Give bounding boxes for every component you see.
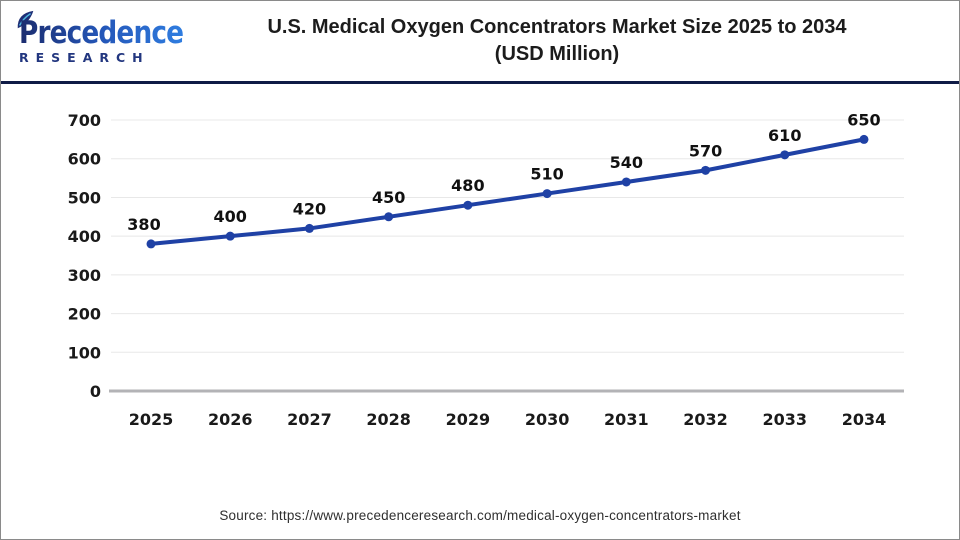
value-label: 540 — [610, 153, 643, 172]
value-label: 570 — [689, 141, 722, 160]
precedence-research-logo: Precedence RESEARCH — [1, 10, 184, 65]
value-label: 610 — [768, 126, 801, 145]
x-tick-label: 2025 — [129, 410, 174, 429]
y-tick-label: 500 — [68, 188, 101, 207]
value-label: 400 — [214, 207, 247, 226]
value-label: 650 — [847, 110, 880, 129]
y-tick-label: 400 — [68, 227, 101, 246]
trend-line — [149, 137, 866, 246]
header: Precedence RESEARCH U.S. Medical Oxygen … — [1, 1, 959, 84]
x-tick-label: 2026 — [208, 410, 253, 429]
chart-area: 0 100 200 300 400 500 600 700 2025 380 2026 400 2027… — [1, 85, 959, 460]
value-label: 450 — [372, 188, 405, 207]
x-tick-label: 2034 — [842, 410, 887, 429]
value-label: 510 — [530, 165, 563, 184]
logo-subtitle: RESEARCH — [19, 50, 179, 65]
y-tick-label: 200 — [68, 305, 101, 324]
x-tick-label: 2029 — [446, 410, 491, 429]
value-label: 380 — [127, 215, 160, 234]
data-point — [146, 239, 156, 249]
value-label: 480 — [451, 176, 484, 195]
title-block: U.S. Medical Oxygen Concentrators Market… — [179, 14, 959, 68]
data-point — [621, 177, 631, 187]
data-point — [542, 189, 552, 199]
x-tick-label: 2027 — [287, 410, 332, 429]
data-point — [463, 200, 473, 210]
data-point — [780, 150, 790, 160]
data-point — [304, 223, 314, 233]
x-tick-label: 2031 — [604, 410, 649, 429]
page-title-line2: (USD Million) — [494, 43, 620, 65]
data-point — [701, 165, 711, 175]
y-tick-label: 100 — [68, 343, 101, 362]
y-tick-label: 700 — [68, 111, 101, 130]
value-label: 420 — [293, 199, 326, 218]
x-tick-label: 2030 — [525, 410, 570, 429]
y-tick-label: 600 — [68, 150, 101, 169]
data-point — [859, 134, 869, 144]
footer: Source: https://www.precedenceresearch.c… — [1, 507, 959, 525]
data-point — [384, 212, 394, 222]
data-point — [225, 231, 235, 241]
source-text: Source: https://www.precedenceresearch.c… — [219, 508, 741, 523]
y-tick-label: 300 — [68, 266, 101, 285]
page-title-line1: U.S. Medical Oxygen Concentrators Market… — [267, 16, 847, 38]
logo-leaf-icon — [17, 10, 34, 28]
y-tick-label: 0 — [90, 382, 101, 401]
line-chart: 0 100 200 300 400 500 600 700 2025 380 2026 400 2027… — [68, 110, 904, 429]
logo-wordmark: Precedence — [19, 14, 184, 51]
x-tick-label: 2032 — [683, 410, 728, 429]
x-tick-label: 2028 — [366, 410, 411, 429]
x-tick-label: 2033 — [762, 410, 807, 429]
